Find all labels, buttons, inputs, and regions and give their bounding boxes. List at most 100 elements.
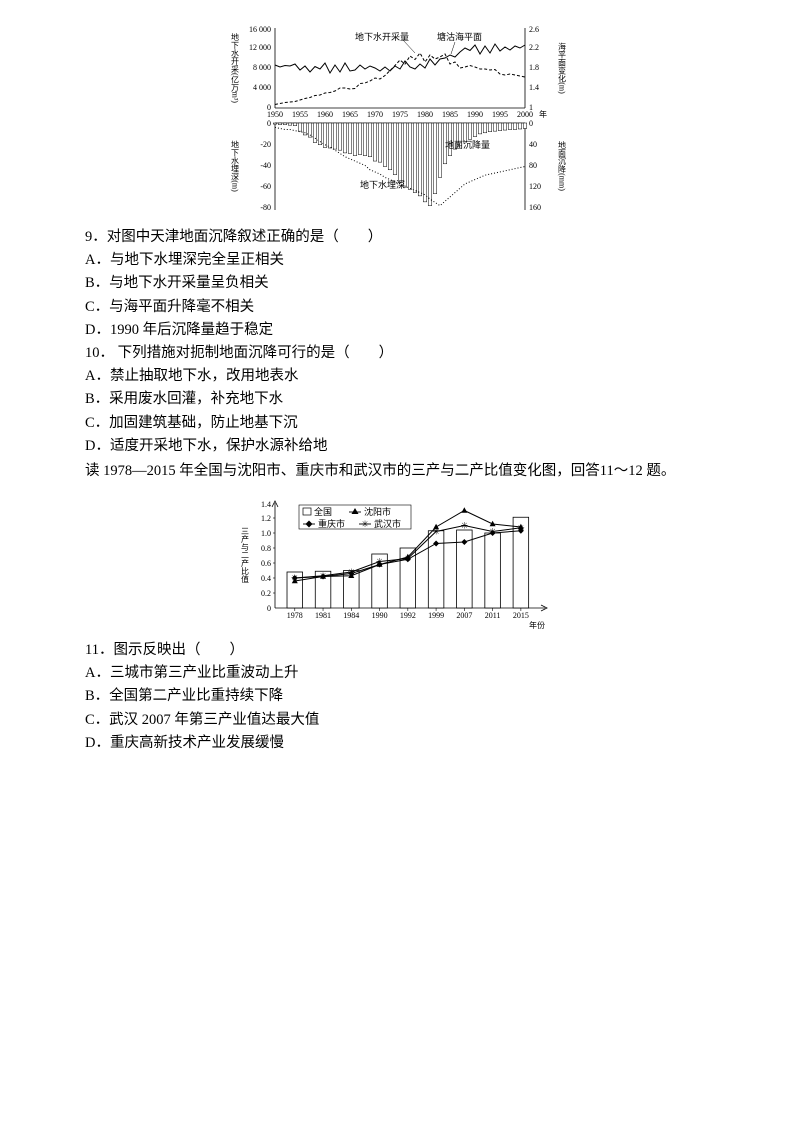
- q11-optC: C．武汉 2007 年第三产业值达最大值: [56, 709, 744, 732]
- svg-text:武汉市: 武汉市: [374, 518, 401, 529]
- svg-text:16 000: 16 000: [249, 25, 271, 34]
- fig2-y-axis-label: 三产与二产比值: [241, 527, 250, 584]
- figure-2-wrap: 0 0.2 0.4 0.6 0.8 1.0 1.2 1.4 1978198119…: [0, 493, 800, 633]
- svg-text:0: 0: [267, 604, 271, 613]
- svg-text:1.8: 1.8: [529, 63, 539, 72]
- fig1-sea-line: [275, 44, 525, 73]
- svg-text:120: 120: [529, 182, 541, 191]
- fig2-x-ticks: 1978 1981 1984 1990 1992 1999 2007 2011 2015: [287, 608, 529, 620]
- q9-optD: D．1990 年后沉降量趋于稳定: [56, 319, 744, 342]
- fig1-top-left-axis-label: 地下水开采(亿万m³): [231, 32, 240, 103]
- fig1-top-right-axis-label: 海平面变化(m): [558, 41, 567, 94]
- svg-text:✳: ✳: [291, 573, 299, 583]
- question-9: 9．对图中天津地面沉降叙述正确的是（ ） A．与地下水埋深完全呈正相关 B．与地…: [0, 226, 800, 342]
- svg-text:1970: 1970: [367, 110, 383, 119]
- svg-text:0: 0: [267, 119, 271, 128]
- q11-optB: B．全国第二产业比重持续下降: [56, 685, 744, 708]
- fig1-bot-right-ticks: 0 40 80 120 160: [529, 119, 541, 212]
- svg-text:1975: 1975: [392, 110, 408, 119]
- svg-text:1.4: 1.4: [261, 500, 271, 509]
- q9-optB: B．与地下水开采量呈负相关: [56, 272, 744, 295]
- intro2-text: 读 1978—2015 年全国与沈阳市、重庆市和武汉市的三产与二产比值变化图，回…: [56, 460, 744, 483]
- svg-text:✳: ✳: [348, 567, 356, 577]
- svg-text:1995: 1995: [492, 110, 508, 119]
- q10-optB: B．采用废水回灌，补充地下水: [56, 388, 744, 411]
- figure-1: 0 4 000 8 000 12 000 16 000 1 1.4 1.8 2.…: [215, 10, 585, 220]
- svg-text:1965: 1965: [342, 110, 358, 119]
- q11-optA: A．三城市第三产业比重波动上升: [56, 662, 744, 685]
- svg-text:2000: 2000: [517, 110, 533, 119]
- fig1-extract-label: 地下水开采量: [355, 31, 409, 42]
- svg-text:重庆市: 重庆市: [318, 518, 345, 529]
- q10-optD: D．适度开采地下水，保护水源补给地: [56, 435, 744, 458]
- svg-text:1990: 1990: [372, 611, 388, 620]
- svg-text:2007: 2007: [456, 611, 472, 620]
- question-10: 10． 下列措施对扼制地面沉降可行的是（ ） A．禁止抽取地下水，改用地表水 B…: [0, 342, 800, 458]
- svg-text:✳: ✳: [319, 571, 327, 581]
- svg-text:全国: 全国: [314, 506, 332, 517]
- q10-optC: C．加固建筑基础，防止地基下沉: [56, 412, 744, 435]
- fig1-top-panel: 0 4 000 8 000 12 000 16 000 1 1.4 1.8 2.…: [231, 25, 567, 119]
- svg-text:沈阳市: 沈阳市: [364, 506, 391, 517]
- svg-text:1.4: 1.4: [529, 83, 539, 92]
- fig1-bot-left-axis-label: 地下水埋深(m): [231, 139, 240, 192]
- svg-text:2.6: 2.6: [529, 25, 539, 34]
- svg-text:1990: 1990: [467, 110, 483, 119]
- svg-text:0.6: 0.6: [261, 559, 271, 568]
- fig1-extract-line: [275, 53, 525, 105]
- svg-text:0.2: 0.2: [261, 589, 271, 598]
- figure-1-wrap: 0 4 000 8 000 12 000 16 000 1 1.4 1.8 2.…: [0, 10, 800, 220]
- svg-text:1980: 1980: [417, 110, 433, 119]
- svg-text:-40: -40: [260, 161, 271, 170]
- svg-text:✳: ✳: [376, 557, 384, 567]
- svg-text:✳: ✳: [361, 519, 369, 529]
- svg-text:1978: 1978: [287, 611, 303, 620]
- fig1-sea-label: 塘沽海平面: [437, 31, 482, 42]
- svg-text:-80: -80: [260, 203, 271, 212]
- q9-stem: 9．对图中天津地面沉降叙述正确的是（ ）: [56, 226, 744, 249]
- svg-text:✳: ✳: [461, 521, 469, 531]
- fig2-legend: 全国 沈阳市 重庆市 ✳ 武汉市: [299, 505, 411, 529]
- q11-optD: D．重庆高新技术产业发展缓慢: [56, 732, 744, 755]
- svg-text:1.0: 1.0: [261, 529, 271, 538]
- svg-text:8 000: 8 000: [253, 63, 271, 72]
- intro-11-12: 读 1978—2015 年全国与沈阳市、重庆市和武汉市的三产与二产比值变化图，回…: [0, 460, 800, 483]
- q11-stem: 11．图示反映出（ ）: [56, 639, 744, 662]
- fig1-subsidence-bars: [273, 123, 527, 206]
- svg-text:2011: 2011: [485, 611, 501, 620]
- question-11: 11．图示反映出（ ） A．三城市第三产业比重波动上升 B．全国第二产业比重持续…: [0, 639, 800, 755]
- svg-text:1960: 1960: [317, 110, 333, 119]
- svg-text:✳: ✳: [517, 523, 525, 533]
- svg-text:4 000: 4 000: [253, 83, 271, 92]
- svg-text:160: 160: [529, 203, 541, 212]
- svg-text:2015: 2015: [513, 611, 529, 620]
- q10-stem: 10． 下列措施对扼制地面沉降可行的是（ ）: [56, 342, 744, 365]
- svg-text:1981: 1981: [315, 611, 331, 620]
- svg-text:2.2: 2.2: [529, 43, 539, 52]
- svg-text:12 000: 12 000: [249, 43, 271, 52]
- svg-text:0: 0: [529, 119, 533, 128]
- fig1-top-left-ticks: 0 4 000 8 000 12 000 16 000: [249, 25, 271, 112]
- svg-text:-20: -20: [260, 140, 271, 149]
- fig1-bot-right-axis-label: 地面沉降(mm): [558, 140, 567, 191]
- svg-text:1950: 1950: [267, 110, 283, 119]
- svg-text:40: 40: [529, 140, 537, 149]
- svg-text:1984: 1984: [343, 611, 359, 620]
- svg-text:0.4: 0.4: [261, 574, 271, 583]
- svg-text:1.2: 1.2: [261, 514, 271, 523]
- fig1-bottom-panel: 0 -20 -40 -60 -80 0 40 80 120 160: [231, 119, 567, 212]
- page-root: 0 4 000 8 000 12 000 16 000 1 1.4 1.8 2.…: [0, 10, 800, 755]
- svg-text:1992: 1992: [400, 611, 416, 620]
- q9-optA: A．与地下水埋深完全呈正相关: [56, 249, 744, 272]
- svg-text:-60: -60: [260, 182, 271, 191]
- fig2-y-ticks: 0 0.2 0.4 0.6 0.8 1.0 1.2 1.4: [261, 500, 275, 613]
- svg-text:1985: 1985: [442, 110, 458, 119]
- svg-text:1999: 1999: [428, 611, 444, 620]
- q10-optA: A．禁止抽取地下水，改用地表水: [56, 365, 744, 388]
- figure-2: 0 0.2 0.4 0.6 0.8 1.0 1.2 1.4 1978198119…: [225, 493, 575, 633]
- fig1-depth-label: 地下水埋深: [360, 179, 405, 190]
- fig1-top-right-ticks: 1 1.4 1.8 2.2 2.6: [529, 25, 539, 112]
- svg-text:0.8: 0.8: [261, 544, 271, 553]
- svg-text:✳: ✳: [404, 554, 412, 564]
- svg-text:1955: 1955: [292, 110, 308, 119]
